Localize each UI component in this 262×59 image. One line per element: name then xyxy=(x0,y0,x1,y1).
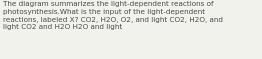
Text: The diagram summarizes the light-dependent reactions of
photosynthesis.What is t: The diagram summarizes the light-depende… xyxy=(3,1,223,30)
